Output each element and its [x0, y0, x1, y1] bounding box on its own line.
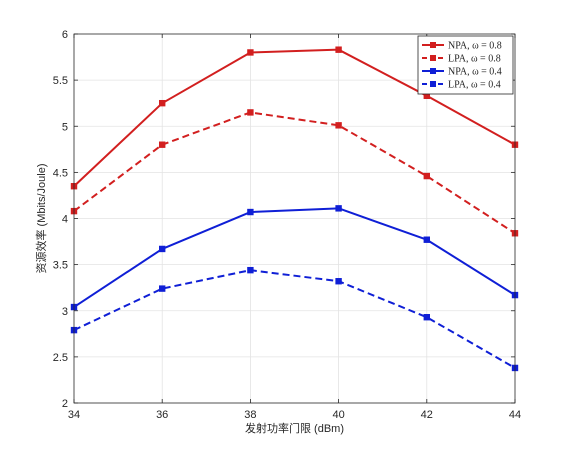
data-point	[335, 46, 342, 53]
data-point	[159, 245, 166, 253]
data-point	[247, 109, 254, 116]
legend-marker	[430, 55, 436, 61]
x-tick-label: 34	[68, 409, 80, 421]
data-point	[423, 236, 430, 243]
legend-entry: NPA, ω = 0.4	[422, 67, 502, 78]
data-point	[335, 278, 342, 285]
y-tick-label: 2	[62, 398, 68, 410]
x-tick-label: 44	[509, 409, 521, 421]
y-tick-label: 2.5	[53, 352, 68, 364]
y-tick-label: 5.5	[53, 75, 68, 87]
y-tick-label: 3.5	[53, 260, 68, 272]
y-tick-label: 6	[62, 29, 68, 41]
y-tick-label: 3	[62, 306, 68, 318]
x-tick-label: 38	[244, 409, 256, 421]
legend-marker	[430, 42, 436, 48]
legend-entry: LPA, ω = 0.4	[422, 80, 501, 91]
legend-entry: LPA, ω = 0.8	[422, 54, 501, 65]
x-axis-title: 发射功率门限 (dBm)	[245, 421, 344, 435]
legend-label: NPA, ω = 0.4	[448, 67, 502, 78]
data-point	[247, 266, 254, 274]
data-point	[335, 122, 342, 129]
data-point	[159, 99, 166, 107]
legend-label: LPA, ω = 0.4	[448, 80, 501, 91]
legend-label: NPA, ω = 0.8	[448, 41, 502, 52]
grid	[74, 34, 515, 403]
series-line	[73, 111, 516, 235]
y-tick-label: 5	[62, 121, 68, 133]
legend-marker	[430, 68, 436, 74]
legend-marker	[430, 81, 436, 87]
y-axis-title: 资源效率 (Mbits/Joule)	[34, 163, 48, 273]
x-tick-label: 36	[156, 409, 168, 421]
data-point	[247, 49, 254, 56]
x-tick-label: 42	[421, 409, 433, 421]
series-line	[73, 207, 516, 308]
data-point	[423, 92, 430, 100]
data-point	[335, 205, 342, 212]
y-tick-label: 4	[62, 214, 68, 226]
data-point	[159, 141, 166, 148]
data-point	[423, 314, 430, 321]
x-tick-label: 40	[332, 409, 344, 421]
data-point	[423, 172, 430, 180]
legend: NPA, ω = 0.8 LPA, ω = 0.8 NPA, ω = 0.4 LPA,…	[417, 35, 514, 95]
series-line	[73, 269, 516, 369]
y-tick-label: 4.5	[53, 167, 68, 179]
data-point	[159, 285, 166, 292]
series-line	[73, 48, 516, 187]
data-point	[247, 208, 254, 216]
legend-entry: NPA, ω = 0.8	[422, 41, 502, 52]
legend-label: LPA, ω = 0.8	[448, 54, 501, 65]
